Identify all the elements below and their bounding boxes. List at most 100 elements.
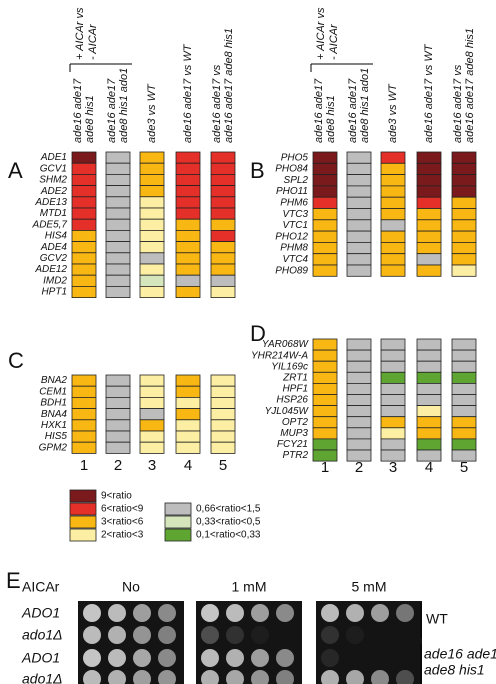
heatmap-cell	[346, 338, 372, 351]
colony-spot	[83, 626, 101, 644]
heatmap-cell	[175, 441, 201, 454]
heatmap-cell	[210, 173, 236, 186]
heatmap-cell	[346, 174, 372, 187]
heatmap-cell	[416, 349, 442, 362]
heatmap-cell	[105, 185, 131, 198]
colony-spot	[83, 649, 101, 667]
colony-spot	[158, 604, 176, 622]
column-number: 2	[355, 459, 363, 476]
heatmap-cell	[416, 174, 442, 187]
heatmap-cell	[139, 151, 165, 164]
colony-spot	[83, 604, 101, 622]
heatmap-cell	[139, 196, 165, 209]
heatmap-cell	[346, 264, 372, 277]
condition-label: 5 mM	[352, 579, 387, 595]
column-number: 3	[389, 459, 397, 476]
heatmap-cell	[105, 441, 131, 454]
legend-swatch	[69, 502, 97, 516]
column-header: ade16 ade17	[313, 78, 325, 143]
gene-label: ADE2	[40, 186, 68, 197]
column-number: 4	[184, 457, 192, 474]
heatmap-cell	[175, 196, 201, 209]
heatmap-cell	[451, 162, 477, 176]
colony-spot	[133, 604, 151, 622]
heatmap-cell	[71, 374, 97, 387]
heatmap-cell	[71, 252, 97, 265]
heatmap-cell	[451, 151, 477, 164]
colony-spot	[201, 670, 219, 684]
heatmap-cell	[175, 162, 201, 175]
heatmap-cell	[346, 241, 372, 255]
heatmap-cell	[312, 264, 338, 277]
column-header: ade8 his1 ado1	[118, 68, 130, 143]
heatmap-cell	[416, 241, 442, 255]
colony-spot	[251, 670, 269, 684]
colony-spot	[83, 670, 101, 684]
heatmap-cell	[380, 438, 406, 451]
colony-spot	[108, 670, 126, 684]
gene-label: MTD1	[40, 208, 67, 219]
heatmap-cell	[210, 241, 236, 254]
heatmap-cell	[139, 408, 165, 421]
gene-label: YJL045W	[265, 406, 310, 417]
heatmap-cell	[175, 241, 201, 254]
colony-spot	[371, 649, 389, 667]
heatmap-cell	[380, 162, 406, 176]
heatmap-cell	[416, 371, 442, 384]
heatmap-cell	[175, 263, 201, 276]
panel-label: A	[8, 158, 23, 183]
heatmap-cell	[71, 419, 97, 432]
column-header: + AICAr vs	[315, 7, 327, 60]
colony-spot	[321, 604, 339, 622]
colony-spot	[108, 649, 126, 667]
heatmap-cell	[312, 449, 338, 462]
colony-spot	[346, 626, 364, 644]
strain-label: ADO1	[21, 650, 60, 666]
heatmap-cell	[380, 219, 406, 232]
gene-label: HXK1	[41, 420, 67, 431]
heatmap-cell	[312, 253, 338, 266]
heatmap-cell	[175, 218, 201, 231]
legend-swatch	[164, 515, 192, 529]
heatmap-cell	[312, 196, 338, 209]
gene-label: FCY21	[277, 439, 308, 450]
heatmap-cell	[312, 174, 338, 187]
column-number: 1	[80, 457, 88, 474]
heatmap-cell	[451, 208, 477, 221]
colony-spot	[396, 670, 414, 684]
heatmap-cell	[416, 219, 442, 232]
colony-spot	[346, 649, 364, 667]
heatmap-cell	[175, 229, 201, 242]
heatmap-cell	[380, 196, 406, 209]
heatmap-cell	[175, 419, 201, 432]
heatmap-cell	[139, 430, 165, 443]
heatmap-cell	[139, 252, 165, 265]
heatmap-cell	[139, 396, 165, 409]
gene-label: HIS5	[45, 431, 68, 442]
heatmap-cell	[312, 185, 338, 198]
heatmap-cell	[346, 449, 372, 462]
heatmap-cell	[312, 349, 338, 362]
legend-label: 0,66<ratio<1,5	[196, 504, 261, 515]
colony-spot	[371, 604, 389, 622]
heatmap-cell	[451, 253, 477, 266]
colony-spot	[276, 670, 294, 684]
heatmap-cell	[312, 438, 338, 451]
group-label: ade16 ade17	[424, 646, 496, 662]
strain-label: ADO1	[21, 605, 60, 621]
heatmap-cell	[451, 230, 477, 243]
heatmap-cell	[416, 394, 442, 407]
gene-label: PHO5	[281, 152, 309, 163]
heatmap-cell	[105, 408, 131, 421]
colony-spot	[226, 649, 244, 667]
legend-label: 3<ratio<6	[101, 517, 144, 528]
heatmap-cell	[451, 438, 477, 451]
gene-label: GCV2	[40, 253, 68, 264]
heatmap-cell	[312, 416, 338, 429]
heatmap-cell	[175, 151, 201, 164]
condition-label: No	[122, 579, 140, 595]
heatmap-cell	[71, 229, 97, 242]
heatmap-cell	[139, 229, 165, 242]
column-number: 4	[425, 459, 433, 476]
colony-spot	[201, 649, 219, 667]
